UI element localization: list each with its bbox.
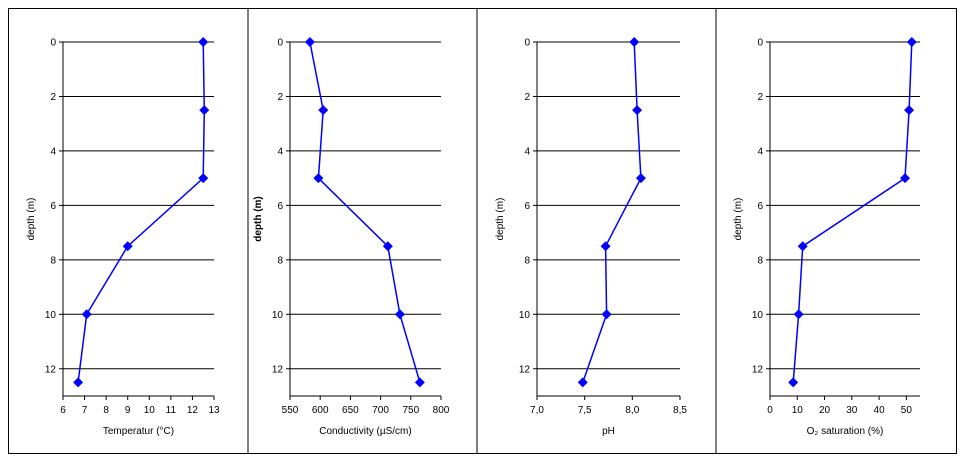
y-tick-label: 4 — [757, 146, 763, 157]
y-tick-label: 4 — [277, 146, 283, 157]
data-point — [600, 241, 611, 252]
data-point — [635, 173, 646, 184]
x-tick-label: 8 — [103, 405, 109, 416]
y-tick-label: 2 — [277, 92, 283, 103]
y-tick-label: 12 — [272, 364, 284, 375]
x-tick-label: 800 — [433, 405, 450, 416]
y-tick-label: 2 — [50, 92, 56, 103]
data-point — [394, 309, 405, 320]
x-tick-label: 9 — [125, 405, 131, 416]
chart-panel-4: 0 2 4 6 8 10 12 0 10 20 30 40 50 O₂ saturation (%) dep… — [733, 37, 920, 437]
x-axis-label: O₂ saturation (%) — [807, 426, 884, 437]
data-point — [632, 105, 643, 116]
data-point — [382, 241, 393, 252]
y-tick-label: 10 — [519, 310, 531, 321]
data-point — [601, 309, 612, 320]
series-line — [77, 41, 206, 383]
y-tick-label: 6 — [524, 201, 530, 212]
y-tick-label: 4 — [524, 146, 530, 157]
y-tick-label: 0 — [524, 38, 530, 49]
y-tick-label: 2 — [524, 92, 530, 103]
data-point — [318, 105, 329, 116]
x-tick-label: 11 — [166, 405, 177, 416]
data-point — [414, 377, 425, 388]
x-tick-label: 700 — [372, 405, 389, 416]
data-point — [199, 105, 210, 116]
x-tick-label: 10 — [792, 405, 804, 416]
x-tick-label: 650 — [342, 405, 359, 416]
x-tick-label: 750 — [402, 405, 419, 416]
x-axis-label: Temperatur (°C) — [103, 426, 174, 437]
y-tick-label: 0 — [50, 38, 56, 49]
x-tick-label: 30 — [846, 405, 858, 416]
y-tick-label: 4 — [50, 146, 56, 157]
chart-panel-1: 0 2 4 6 8 10 12 6 7 8 9 10 11 12 13 Temperatur (°C) dept… — [26, 9, 249, 453]
x-tick-label: 8,0 — [625, 405, 639, 416]
data-point — [73, 377, 84, 388]
y-tick-label: 12 — [519, 364, 531, 375]
y-tick-label: 8 — [277, 255, 283, 266]
data-point — [198, 173, 209, 184]
x-axis-label: pH — [602, 426, 615, 437]
x-tick-label: 6 — [60, 405, 66, 416]
y-tick-label: 8 — [50, 255, 56, 266]
x-tick-label: 13 — [208, 405, 220, 416]
series-line — [792, 41, 913, 383]
x-tick-label: 50 — [901, 405, 913, 416]
data-point — [313, 173, 324, 184]
data-point — [304, 37, 315, 47]
y-tick-label: 12 — [752, 364, 764, 375]
x-tick-label: 0 — [767, 405, 773, 416]
x-tick-label: 12 — [187, 405, 199, 416]
x-tick-label: 8,5 — [673, 405, 687, 416]
y-tick-label: 6 — [50, 201, 56, 212]
x-tick-label: 20 — [819, 405, 831, 416]
data-point — [900, 173, 910, 184]
y-tick-label: 0 — [757, 38, 763, 49]
y-axis-label: depth (m) — [733, 198, 744, 241]
y-axis-label: depth (m) — [253, 196, 264, 242]
x-tick-label: 10 — [144, 405, 156, 416]
y-axis-label: depth (m) — [495, 198, 506, 241]
data-point — [906, 37, 917, 47]
data-point — [793, 309, 804, 320]
chart-panel-3: 0 2 4 6 8 10 12 7,0 7,5 8,0 8,5 pH depth (m) — [495, 9, 717, 453]
data-point — [904, 105, 915, 116]
data-point — [797, 241, 808, 252]
y-tick-label: 8 — [524, 255, 530, 266]
y-tick-label: 0 — [277, 38, 283, 49]
y-axis-label: depth (m) — [26, 198, 37, 241]
y-tick-label: 6 — [757, 201, 763, 212]
x-axis-label: Conductivity (µS/cm) — [319, 426, 411, 437]
y-tick-label: 10 — [45, 310, 57, 321]
y-tick-label: 2 — [757, 92, 763, 103]
x-tick-label: 600 — [312, 405, 329, 416]
x-tick-label: 40 — [874, 405, 886, 416]
data-point — [788, 377, 799, 388]
data-point — [81, 309, 92, 320]
series-line — [582, 41, 642, 383]
chart-panel-2: 0 2 4 6 8 10 12 550 600 650 700 750 800 Conductivity … — [253, 9, 478, 453]
x-tick-label: 7,0 — [530, 405, 544, 416]
y-tick-label: 8 — [757, 255, 763, 266]
chart-frame — [8, 8, 957, 454]
x-tick-label: 7 — [82, 405, 88, 416]
data-point — [198, 37, 209, 47]
y-tick-label: 10 — [752, 310, 764, 321]
y-tick-label: 12 — [45, 364, 57, 375]
data-point — [629, 37, 640, 47]
y-tick-label: 10 — [272, 310, 284, 321]
x-tick-label: 7,5 — [578, 405, 592, 416]
y-tick-label: 6 — [277, 201, 283, 212]
data-point — [577, 377, 588, 388]
series-line — [309, 41, 421, 383]
data-point — [122, 241, 133, 252]
x-tick-label: 550 — [282, 405, 299, 416]
